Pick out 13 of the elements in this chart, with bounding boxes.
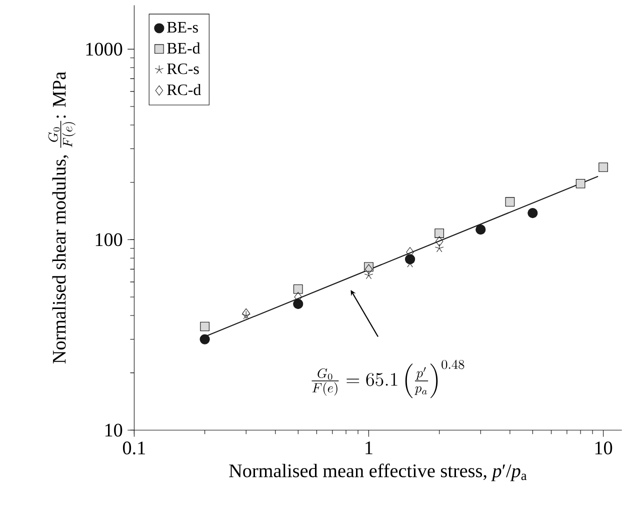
y-tick-label: 100 <box>96 233 122 246</box>
y-tick-label: 1000 <box>86 42 122 56</box>
x-tick-label: 10 <box>595 441 612 454</box>
legend-label: RC-s <box>167 63 199 74</box>
legend-label: RC-d <box>167 84 201 96</box>
legend-label: BE-s <box>167 22 198 33</box>
legend-label: BE-d <box>167 42 200 54</box>
x-axis-title: Normalised mean effective stress, p′/p$_{a}$ <box>229 464 527 482</box>
annotation: $\frac{G_0}{F(e)} = 65.1 \left(\frac{p'}{p_a}\right)^{0.48}$ <box>312 360 464 398</box>
y-axis-title: $\text{Normalised shear modulus, }\frac{G_0}{F(e)}\text{: MPa}$ <box>48 72 76 364</box>
x-tick-label: 0.1 <box>122 441 146 454</box>
x-tick-label: 1 <box>366 441 372 454</box>
y-tick-label: 10 <box>105 424 122 437</box>
